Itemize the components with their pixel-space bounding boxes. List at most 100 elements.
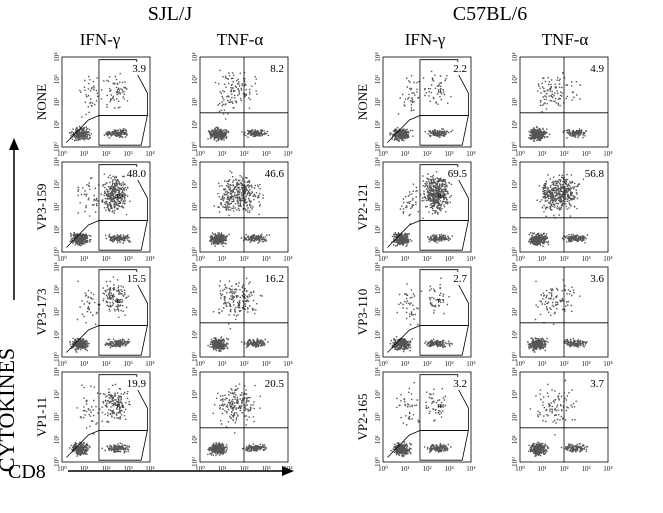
x-tick-label: 10⁰ [57, 360, 67, 368]
y-tick-label: 10¹ [511, 330, 519, 339]
gate [98, 220, 148, 251]
y-tick-label: 10⁰ [374, 142, 382, 152]
x-tick-label: 10¹ [79, 465, 88, 473]
percentage: 16.2 [265, 273, 284, 285]
x-tick-label: 10² [239, 150, 248, 158]
x-tick-label: 10¹ [79, 360, 88, 368]
value-bg [584, 377, 606, 390]
y-tick-label: 10³ [511, 75, 519, 84]
value-bg [264, 62, 286, 75]
row-label: NONE [355, 84, 370, 120]
x-tick-label: 10² [559, 150, 568, 158]
y-tick-label: 10⁰ [191, 352, 199, 362]
column-title: IFN-γ [405, 30, 446, 49]
y-tick-label: 10⁴ [374, 262, 382, 272]
group-title: SJL/J [148, 3, 193, 25]
dots [69, 276, 131, 353]
y-tick-label: 10⁰ [53, 352, 61, 362]
column-title: TNF-α [217, 30, 264, 49]
y-tick-label: 10¹ [53, 435, 61, 444]
dots [528, 72, 588, 142]
dots [527, 279, 588, 353]
percentage: 48.0 [127, 168, 147, 180]
dots [207, 383, 267, 457]
y-tick-label: 10⁴ [374, 367, 382, 377]
percentage: 4.9 [590, 63, 604, 75]
dots [528, 379, 589, 457]
x-axis-label: CD8 [8, 461, 46, 483]
value-bg [447, 272, 469, 285]
y-tick-label: 10² [374, 412, 382, 421]
x-tick-label: 10⁰ [57, 150, 67, 158]
x-tick-label: 10¹ [79, 150, 88, 158]
y-tick-label: 10³ [191, 390, 199, 399]
y-tick-label: 10² [191, 202, 199, 211]
y-tick-label: 10³ [53, 285, 61, 294]
y-tick-label: 10¹ [511, 120, 519, 129]
x-tick-label: 10³ [123, 360, 132, 368]
gate [387, 220, 421, 248]
y-tick-label: 10² [191, 412, 199, 421]
percentage: 15.5 [127, 273, 147, 285]
x-tick-label: 10² [559, 255, 568, 263]
x-tick-label: 10⁴ [603, 360, 613, 368]
y-axis-label: CYTOKINES [0, 348, 19, 472]
x-tick-label: 10⁰ [515, 255, 525, 263]
y-tick-label: 10⁰ [511, 142, 519, 152]
gate [98, 115, 148, 146]
value-bg [584, 272, 606, 285]
y-tick-label: 10² [374, 202, 382, 211]
percentage: 20.5 [265, 378, 285, 390]
dots [391, 171, 453, 247]
x-tick-label: 10² [101, 465, 110, 473]
x-tick-label: 10² [422, 465, 431, 473]
y-tick-label: 10¹ [511, 435, 519, 444]
y-tick-label: 10⁴ [191, 157, 199, 167]
y-tick-label: 10¹ [374, 225, 382, 234]
y-tick-label: 10⁴ [191, 52, 199, 62]
y-tick-label: 10² [511, 412, 519, 421]
x-tick-label: 10³ [123, 465, 132, 473]
y-tick-label: 10⁴ [511, 262, 519, 272]
y-tick-label: 10² [53, 412, 61, 421]
y-tick-label: 10² [511, 202, 519, 211]
row-label: VP3-110 [355, 289, 370, 335]
dots [68, 72, 129, 142]
gate [419, 115, 469, 146]
y-tick-label: 10⁴ [191, 262, 199, 272]
gate-label: R3 [438, 194, 445, 200]
row-label: VP2-165 [355, 394, 370, 441]
x-tick-label: 10² [239, 255, 248, 263]
value-bg [584, 167, 606, 180]
x-tick-label: 10⁴ [283, 150, 293, 158]
value-bg [447, 167, 469, 180]
x-tick-label: 10³ [581, 255, 590, 263]
row-label: VP1-11 [34, 397, 49, 437]
dots [207, 69, 270, 142]
x-tick-label: 10⁰ [195, 465, 205, 473]
y-tick-label: 10² [191, 97, 199, 106]
x-tick-label: 10⁰ [515, 465, 525, 473]
x-tick-label: 10¹ [400, 360, 409, 368]
x-tick-label: 10⁴ [283, 255, 293, 263]
x-tick-label: 10⁰ [57, 255, 67, 263]
y-tick-label: 10¹ [374, 435, 382, 444]
y-tick-label: 10¹ [191, 120, 199, 129]
value-bg [264, 377, 286, 390]
dots [207, 277, 269, 353]
x-tick-label: 10⁴ [466, 150, 476, 158]
gate [419, 220, 469, 251]
gate-label: R3 [438, 89, 445, 95]
x-tick-label: 10⁴ [145, 150, 155, 158]
row-label: VP3-159 [34, 184, 49, 231]
x-tick-label: 10² [239, 465, 248, 473]
x-tick-label: 10² [422, 150, 431, 158]
